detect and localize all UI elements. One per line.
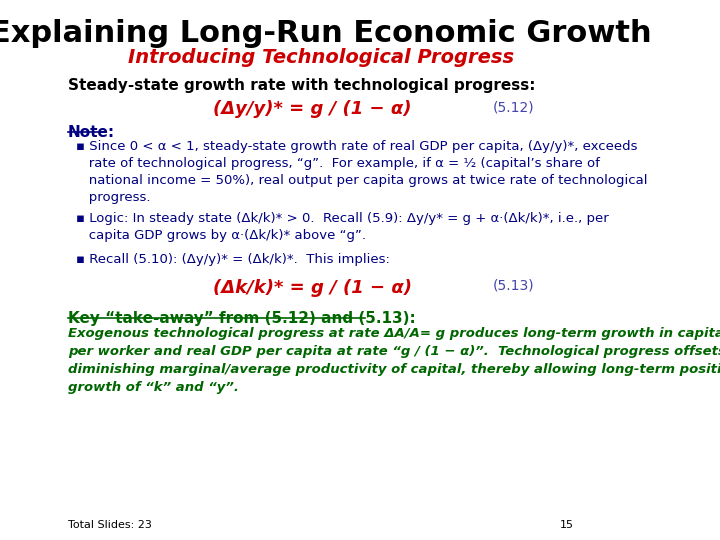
Text: Total Slides: 23: Total Slides: 23: [68, 520, 152, 530]
Text: 15: 15: [560, 520, 574, 530]
Text: (5.13): (5.13): [493, 279, 535, 293]
Text: Key “take-away” from (5.12) and (5.13):: Key “take-away” from (5.12) and (5.13):: [68, 311, 415, 326]
Text: (Δk/k)* = g / (1 − α): (Δk/k)* = g / (1 − α): [213, 279, 413, 296]
Text: Explaining Long-Run Economic Growth: Explaining Long-Run Economic Growth: [0, 19, 652, 48]
Text: ▪ Since 0 < α < 1, steady-state growth rate of real GDP per capita, (Δy/y)*, exc: ▪ Since 0 < α < 1, steady-state growth r…: [76, 140, 647, 205]
Text: Note:: Note:: [68, 125, 115, 140]
Text: ▪ Logic: In steady state (Δk/k)* > 0.  Recall (5.9): Δy/y* = g + α·(Δk/k)*, i.e.: ▪ Logic: In steady state (Δk/k)* > 0. Re…: [76, 212, 609, 242]
Text: Steady-state growth rate with technological progress:: Steady-state growth rate with technologi…: [68, 78, 536, 93]
Text: (5.12): (5.12): [493, 100, 535, 114]
Text: (Δy/y)* = g / (1 − α): (Δy/y)* = g / (1 − α): [213, 100, 412, 118]
Text: Introducing Technological Progress: Introducing Technological Progress: [128, 48, 514, 66]
Text: Exogenous technological progress at rate ΔA/A= g produces long-term growth in ca: Exogenous technological progress at rate…: [68, 327, 720, 394]
Text: ▪ Recall (5.10): (Δy/y)* = (Δk/k)*.  This implies:: ▪ Recall (5.10): (Δy/y)* = (Δk/k)*. This…: [76, 253, 390, 266]
